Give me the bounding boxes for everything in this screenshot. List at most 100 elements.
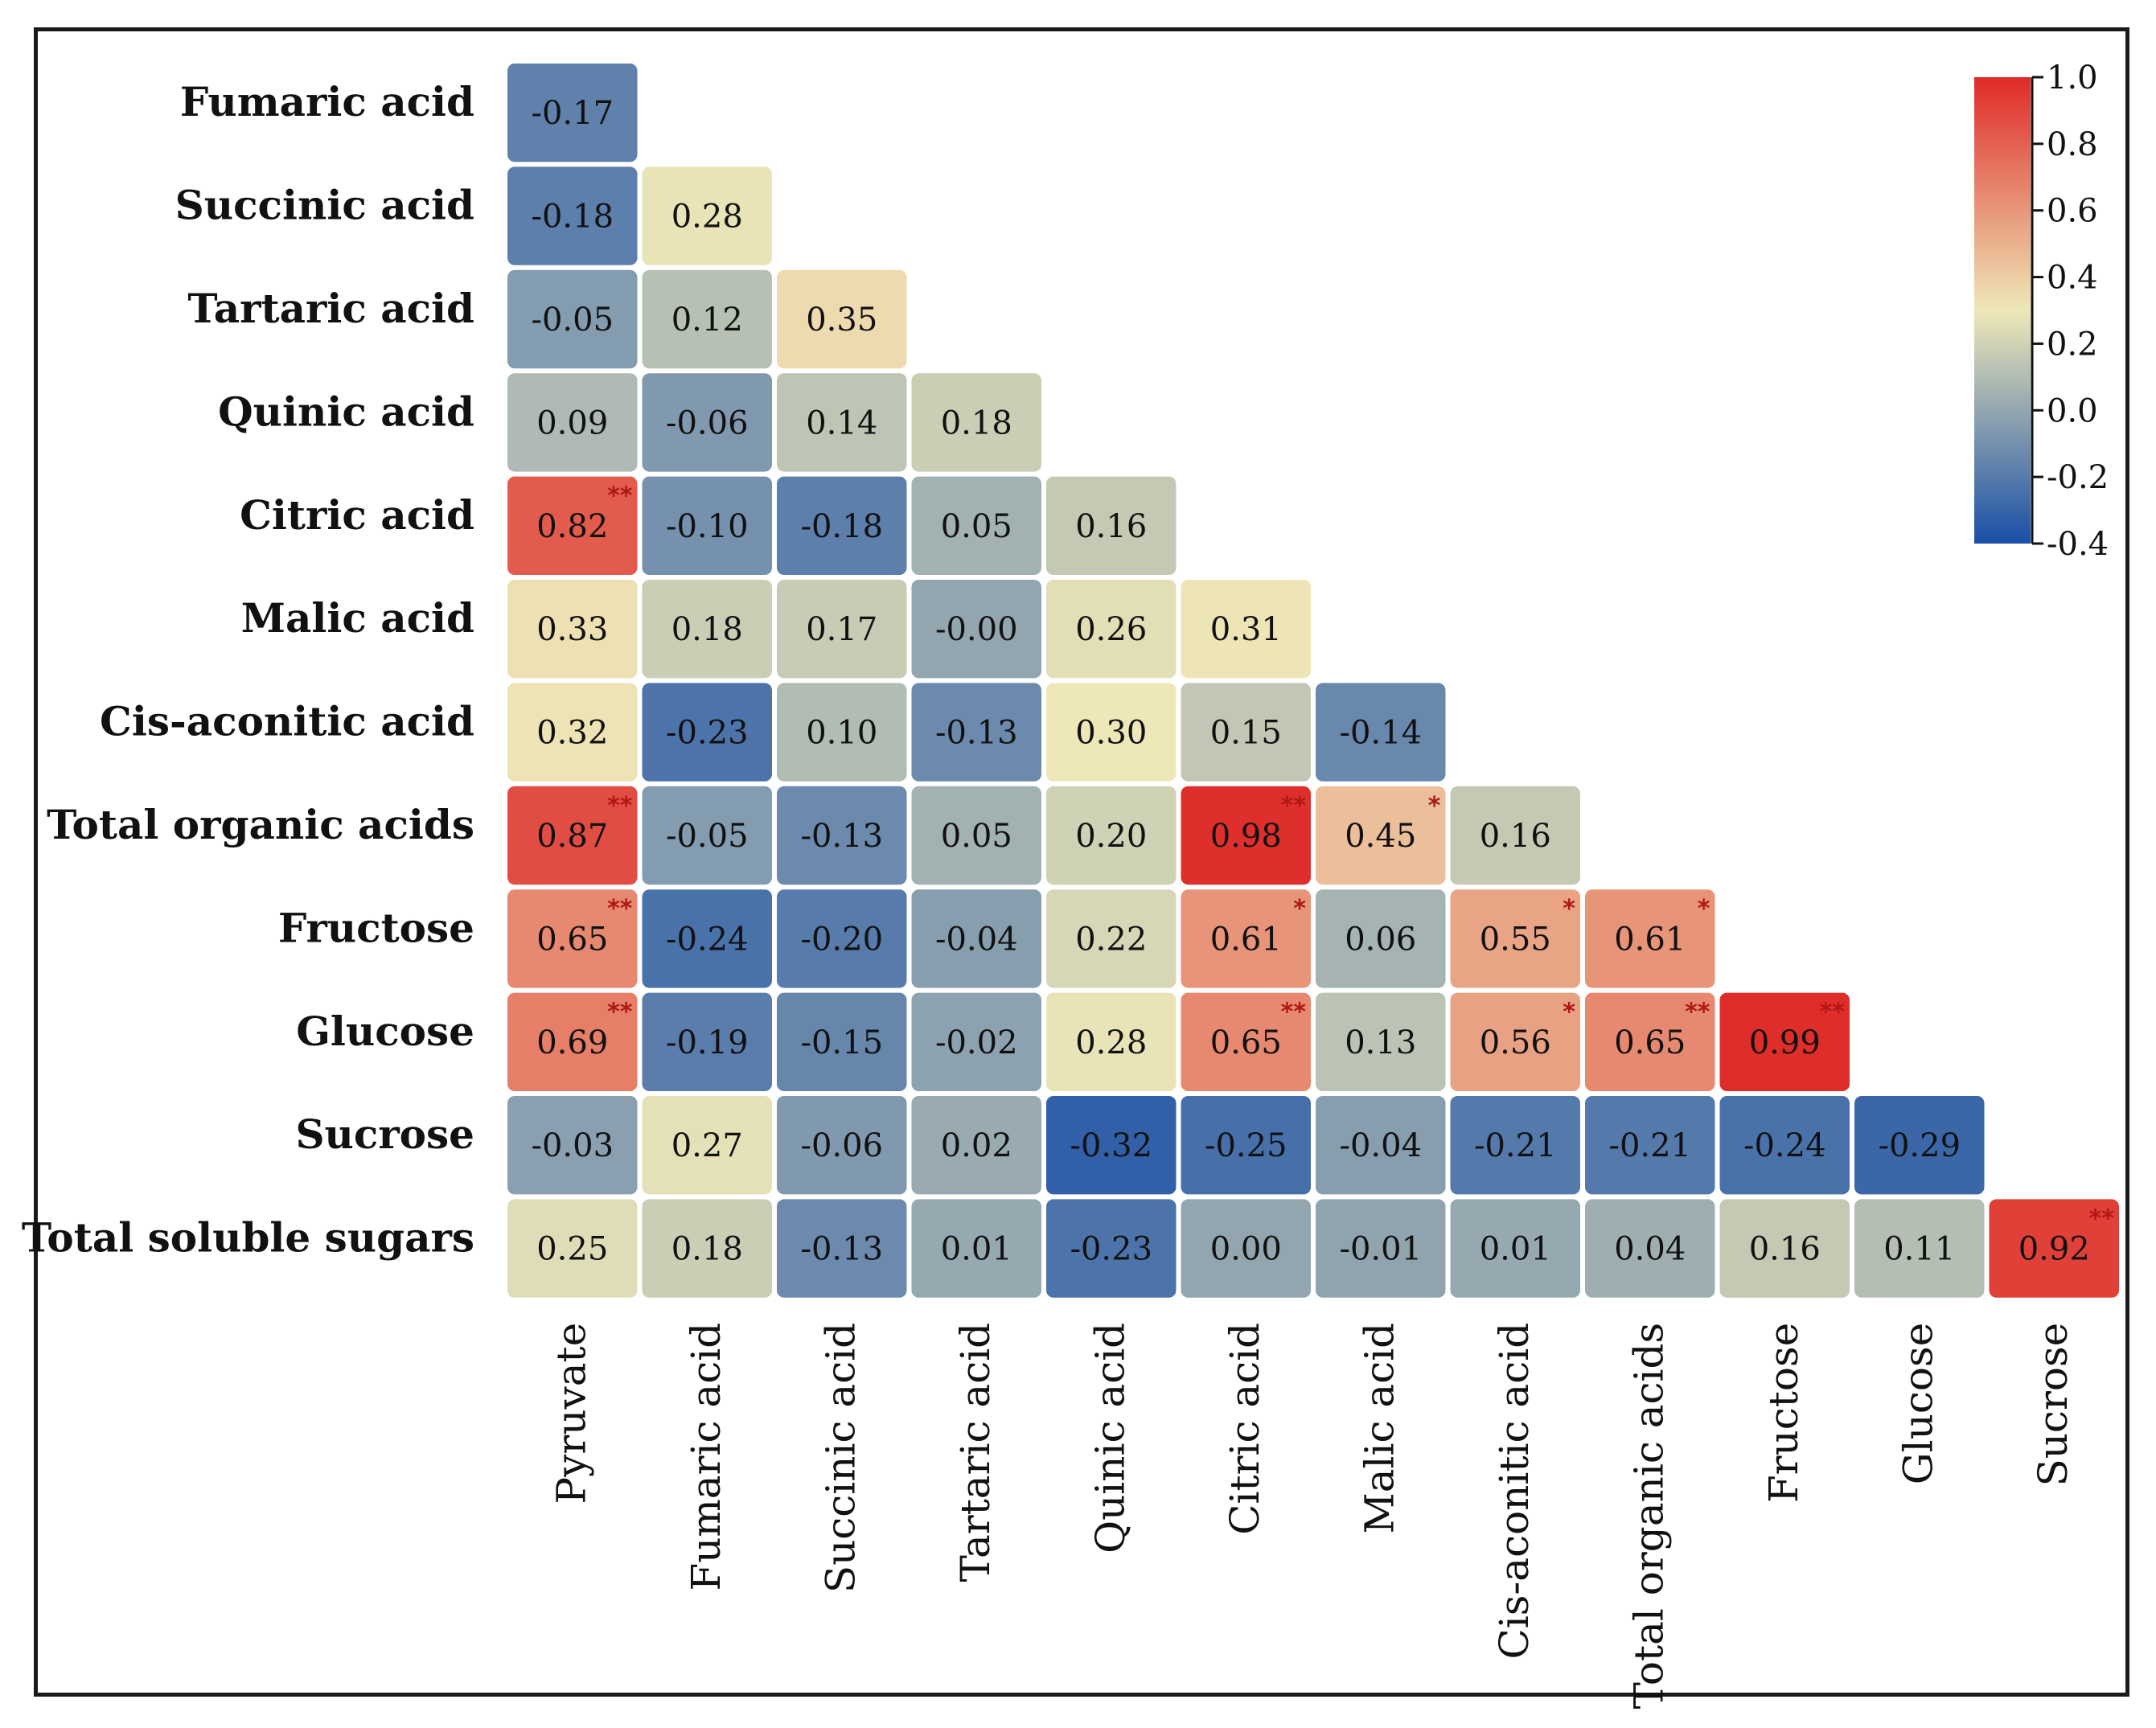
heatmap-cell — [1046, 683, 1177, 782]
row-label-sucrose: Sucrose — [295, 1110, 474, 1158]
significance-marker: * — [1563, 999, 1575, 1027]
heatmap-cell — [1316, 1096, 1446, 1195]
heatmap-cell — [911, 1096, 1041, 1195]
heatmap-cell — [642, 683, 772, 782]
cell-value-label: -0.24 — [1743, 1127, 1826, 1164]
significance-marker: ** — [607, 999, 633, 1027]
heatmap-cell — [777, 1096, 907, 1195]
heatmap-cell — [642, 269, 772, 369]
cell-value-label: 0.17 — [806, 611, 877, 648]
heatmap-cell — [1316, 889, 1446, 988]
column-label-pyruvate: Pyruvate — [548, 1323, 595, 1504]
heatmap-cell — [507, 889, 638, 988]
heatmap-cell — [1316, 1199, 1446, 1298]
heatmap-cell — [911, 889, 1041, 988]
heatmap-cell — [1450, 1096, 1580, 1195]
column-label-fructose: Fructose — [1760, 1323, 1807, 1503]
significance-marker: * — [1293, 895, 1306, 923]
heatmap-cell — [777, 889, 907, 988]
cell-value-label: 0.15 — [1210, 715, 1282, 752]
heatmap-cell — [911, 476, 1041, 575]
row-label-malic-acid: Malic acid — [241, 594, 474, 642]
cell-value-label: 0.35 — [806, 302, 877, 339]
cell-value-label: -0.13 — [800, 818, 883, 855]
colorbar-tick-label: 1.0 — [2047, 60, 2098, 96]
heatmap-cell — [1181, 580, 1311, 679]
significance-marker: ** — [607, 482, 633, 511]
cell-value-label: 0.99 — [1749, 1024, 1821, 1061]
heatmap-cell — [1854, 1199, 1985, 1298]
significance-marker: ** — [607, 895, 633, 923]
cell-value-label: -0.13 — [935, 715, 1018, 752]
cell-value-label: -0.23 — [666, 715, 749, 752]
cell-value-label: 0.22 — [1075, 921, 1147, 958]
cell-value-label: 0.27 — [671, 1127, 743, 1164]
heatmap-cell — [1181, 889, 1311, 988]
cell-value-label: 0.13 — [1345, 1024, 1416, 1061]
cell-value-label: 0.26 — [1075, 611, 1147, 648]
cell-value-label: 0.65 — [1210, 1024, 1282, 1061]
heatmap-cell — [911, 683, 1041, 782]
heatmap-cell — [911, 373, 1041, 472]
cell-value-label: -0.01 — [1339, 1231, 1422, 1268]
heatmap-cell — [1316, 683, 1446, 782]
colorbar — [1974, 77, 2031, 544]
row-label-total-organic-acids: Total organic acids — [47, 801, 474, 848]
cell-value-label: 0.18 — [941, 404, 1012, 441]
heatmap-cell — [1316, 786, 1446, 885]
heatmap-cell — [507, 64, 638, 162]
cell-value-label: -0.24 — [666, 921, 749, 958]
cell-value-label: 0.61 — [1614, 921, 1686, 958]
row-label-fumaric-acid: Fumaric acid — [180, 78, 474, 125]
cell-value-label: 0.18 — [671, 611, 743, 648]
cell-value-label: 0.82 — [536, 508, 608, 545]
heatmap-cell — [642, 1199, 772, 1298]
colorbar-tick-label: 0.0 — [2047, 392, 2098, 429]
cell-value-label: 0.01 — [941, 1231, 1012, 1268]
heatmap-cell — [1181, 992, 1311, 1091]
colorbar-tick-label: 0.2 — [2047, 326, 2098, 363]
cell-value-label: 0.04 — [1614, 1231, 1686, 1268]
heatmap-cell — [1046, 889, 1177, 988]
heatmap-cell — [1046, 1199, 1177, 1298]
significance-marker: ** — [1685, 999, 1710, 1027]
cell-value-label: -0.04 — [1339, 1127, 1422, 1164]
cell-value-label: 0.32 — [536, 715, 608, 752]
heatmap-cell — [911, 1199, 1041, 1298]
significance-marker: ** — [1281, 792, 1307, 820]
cell-value-label: 0.16 — [1480, 818, 1551, 855]
heatmap-cell — [1989, 1199, 2119, 1298]
cell-value-label: -0.10 — [666, 508, 749, 545]
heatmap-cell — [1046, 786, 1177, 885]
colorbar-tick-label: 0.8 — [2047, 126, 2098, 163]
cell-value-label: 0.18 — [671, 1231, 743, 1268]
heatmap-cell — [507, 166, 638, 265]
row-label-total-soluble-sugars: Total soluble sugars — [22, 1214, 474, 1262]
heatmap-cell — [911, 786, 1041, 885]
significance-marker: ** — [2089, 1205, 2115, 1233]
cell-value-label: 0.69 — [536, 1024, 608, 1061]
heatmap-cell — [642, 580, 772, 679]
heatmap-cell — [777, 580, 907, 679]
heatmap-cell — [507, 786, 638, 885]
heatmap-cell — [1585, 992, 1715, 1091]
heatmap-cell — [507, 580, 638, 679]
heatmap-cell — [642, 166, 772, 265]
heatmap-cell — [911, 992, 1041, 1091]
cell-value-label: 0.56 — [1480, 1024, 1551, 1061]
cell-value-label: -0.04 — [935, 921, 1018, 958]
heatmap-cell — [1046, 580, 1177, 679]
heatmap-cell — [1450, 992, 1580, 1091]
cell-value-label: -0.21 — [1474, 1127, 1557, 1164]
heatmap-cell — [642, 786, 772, 885]
heatmap-cell — [507, 269, 638, 369]
cell-value-label: 0.65 — [536, 921, 608, 958]
cell-value-label: 0.45 — [1345, 818, 1416, 855]
cell-value-label: -0.29 — [1878, 1127, 1961, 1164]
heatmap-cell — [1046, 1096, 1177, 1195]
heatmap-cell — [507, 1199, 638, 1298]
column-label-tartaric-acid: Tartaric acid — [952, 1323, 999, 1582]
cell-value-label: 0.61 — [1210, 921, 1282, 958]
colorbar-tick-label: -0.2 — [2047, 459, 2109, 496]
heatmap-cell — [507, 373, 638, 472]
